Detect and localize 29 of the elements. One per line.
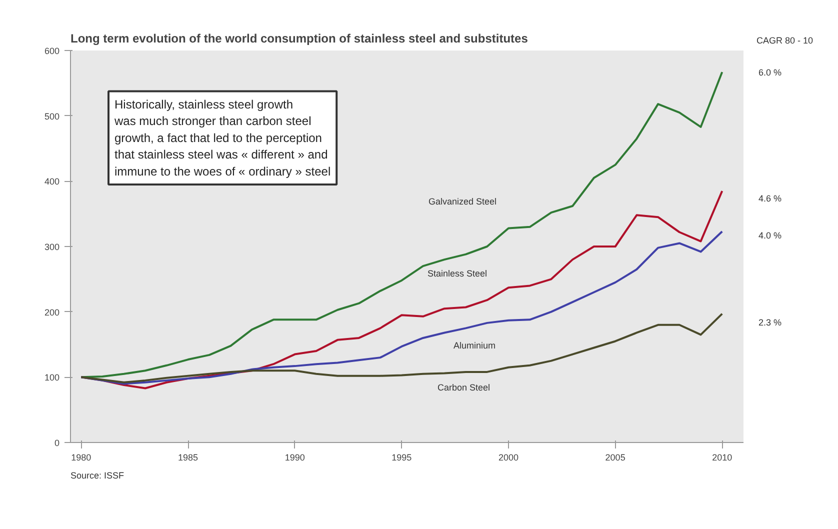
line-series — [80, 71, 724, 378]
chart-title: Long term evolution of the world consumption of stainless steel and substitutes — [70, 32, 528, 46]
annotation: Carbon Steel — [438, 382, 490, 392]
annotation: Historically, stainless steel growth was much stronger than carbon steel growth, a fact that led to the perception that stainless steel was « different » and immune to the woes of « ordinary » steel — [114, 97, 331, 178]
x-tick-label: 2000 — [498, 452, 519, 462]
text: CAGR 80 - 10 — [756, 36, 814, 46]
x-tick-label: 1990 — [284, 452, 305, 462]
annotation: Aluminium — [454, 340, 496, 350]
text: 4.0 % — [758, 230, 782, 240]
x-tick-label: 1995 — [392, 452, 412, 462]
x-tick-label: 1985 — [178, 452, 198, 462]
y-tick-label: 100 — [44, 372, 60, 383]
line-series — [80, 312, 724, 384]
x-tick-label: 2005 — [605, 452, 626, 462]
text: 6.0 % — [758, 68, 782, 78]
x-tick-label: 1980 — [71, 452, 92, 462]
line-series — [80, 230, 724, 385]
y-tick-label: 600 — [44, 46, 60, 56]
y-tick-label: 200 — [44, 307, 60, 318]
annotation: Galvanized Steel — [428, 196, 497, 206]
y-tick-label: 300 — [44, 242, 60, 252]
y-tick-label: 400 — [44, 176, 60, 187]
x-tick-label: 2010 — [712, 452, 732, 462]
source-note: Source: ISSF — [70, 470, 125, 480]
annotation: Stainless Steel — [428, 268, 488, 278]
y-tick-label: 0 — [54, 438, 60, 448]
text: 2.3 % — [758, 318, 782, 328]
text: 4.6 % — [758, 194, 782, 204]
y-tick-label: 500 — [44, 111, 60, 122]
